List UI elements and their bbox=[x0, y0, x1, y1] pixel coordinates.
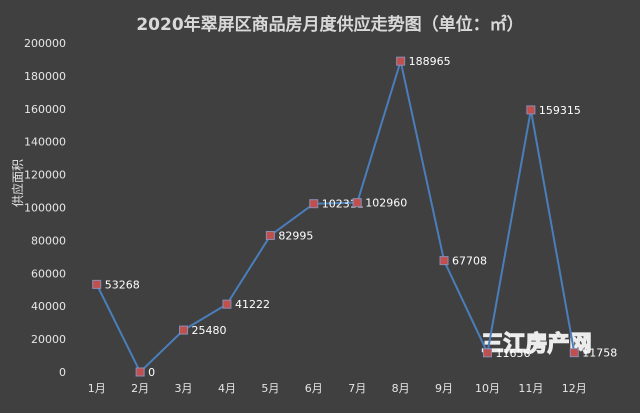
chart-title: 2020年翠屏区商品房月度供应走势图（单位：㎡） bbox=[136, 14, 523, 35]
data-label: 11758 bbox=[582, 347, 617, 360]
data-label: 53268 bbox=[105, 278, 140, 291]
data-label: 67708 bbox=[452, 255, 487, 268]
y-tick-label: 60000 bbox=[31, 267, 66, 280]
y-axis-ticks: 0 20000 40000 60000 80000 100000 120000 140000 1… bbox=[24, 37, 66, 379]
x-tick-label: 3月 bbox=[175, 382, 193, 395]
data-point bbox=[309, 199, 319, 209]
y-tick-label: 120000 bbox=[24, 169, 66, 182]
data-point bbox=[439, 256, 449, 266]
x-tick-label: 4月 bbox=[218, 382, 236, 395]
data-point bbox=[482, 348, 492, 358]
data-label: 159315 bbox=[539, 104, 581, 117]
data-label: 188965 bbox=[409, 55, 451, 68]
y-tick-label: 200000 bbox=[24, 37, 66, 50]
series-line bbox=[95, 57, 576, 374]
x-tick-label: 1月 bbox=[88, 382, 106, 395]
y-tick-label: 180000 bbox=[24, 70, 66, 83]
x-axis-ticks: 1月 2月 3月 4月 5月 6月 7月 8月 9月 10月 11月 12月 bbox=[88, 382, 587, 395]
data-point bbox=[396, 56, 406, 66]
x-tick-label: 12月 bbox=[562, 382, 587, 395]
data-point bbox=[179, 325, 189, 335]
x-tick-label: 7月 bbox=[348, 382, 366, 395]
x-tick-label: 8月 bbox=[392, 382, 410, 395]
y-tick-label: 80000 bbox=[31, 234, 66, 247]
y-tick-label: 40000 bbox=[31, 300, 66, 313]
data-label: 0 bbox=[148, 366, 155, 379]
x-tick-label: 10月 bbox=[475, 382, 500, 395]
data-point bbox=[135, 367, 145, 377]
data-point bbox=[265, 230, 275, 240]
data-label: 102960 bbox=[365, 197, 407, 210]
data-point bbox=[352, 198, 362, 208]
data-label: 25480 bbox=[192, 324, 227, 337]
data-point bbox=[92, 279, 102, 289]
y-tick-label: 0 bbox=[59, 366, 66, 379]
y-tick-label: 160000 bbox=[24, 103, 66, 116]
y-tick-label: 100000 bbox=[24, 202, 66, 215]
x-tick-label: 11月 bbox=[518, 382, 543, 395]
y-axis-label: 供应面积 bbox=[10, 159, 25, 207]
x-tick-label: 9月 bbox=[435, 382, 453, 395]
data-label: 41222 bbox=[235, 298, 270, 311]
data-point bbox=[222, 299, 232, 309]
y-tick-label: 20000 bbox=[31, 333, 66, 346]
data-label: 82995 bbox=[278, 229, 313, 242]
x-tick-label: 2月 bbox=[131, 382, 149, 395]
data-point bbox=[526, 105, 536, 115]
y-tick-label: 140000 bbox=[24, 136, 66, 149]
x-tick-label: 6月 bbox=[305, 382, 323, 395]
data-point bbox=[569, 348, 579, 358]
data-label: 11656 bbox=[495, 347, 530, 360]
x-tick-label: 5月 bbox=[261, 382, 279, 395]
